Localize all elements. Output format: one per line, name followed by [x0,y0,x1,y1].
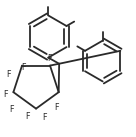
Text: F: F [3,90,8,99]
Text: F: F [21,63,26,72]
Text: F: F [54,103,59,112]
Text: F: F [43,113,47,122]
Text: F: F [9,105,14,115]
Text: F: F [7,70,11,79]
Text: F: F [26,112,30,121]
Text: F: F [47,54,52,63]
